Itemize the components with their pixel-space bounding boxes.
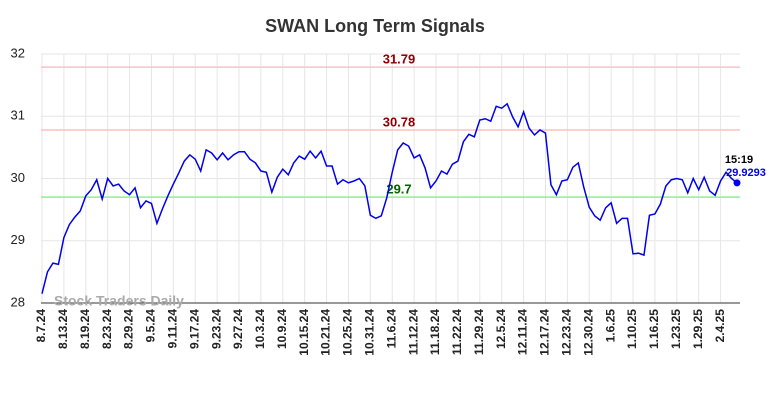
- x-tick-label: 1.16.25: [647, 309, 661, 349]
- y-tick-label: 31: [11, 108, 25, 123]
- x-tick-label: 8.13.24: [56, 309, 70, 349]
- x-tick-label: 11.22.24: [450, 309, 464, 355]
- x-tick-label: 10.31.24: [363, 309, 377, 356]
- price-line: [41, 102, 738, 294]
- signal-label: 31.79: [383, 52, 416, 67]
- x-tick-label: 12.11.24: [516, 309, 530, 355]
- x-tick-label: 9.11.24: [166, 309, 180, 349]
- signal-label: 29.7: [386, 182, 411, 197]
- x-tick-label: 11.6.24: [384, 309, 398, 349]
- x-tick-label: 9.23.24: [209, 309, 223, 349]
- x-tick-label: 8.23.24: [100, 309, 114, 349]
- x-tick-label: 10.3.24: [253, 309, 267, 349]
- last-value: 29.9293: [726, 167, 766, 179]
- x-tick-label: 12.17.24: [538, 309, 552, 356]
- x-tick-label: 1.23.25: [669, 309, 683, 349]
- x-tick-label: 9.17.24: [187, 309, 201, 349]
- x-tick-label: 8.7.24: [34, 309, 48, 343]
- x-tick-label: 12.23.24: [560, 309, 574, 356]
- x-tick-label: 1.29.25: [691, 309, 705, 349]
- chart-title: SWAN Long Term Signals: [265, 16, 485, 36]
- last-point: [733, 179, 741, 187]
- x-tick-label: 9.27.24: [231, 309, 245, 349]
- x-tick-label: 11.29.24: [472, 309, 486, 355]
- x-tick-label: 11.12.24: [406, 309, 420, 355]
- signal-label: 30.78: [383, 114, 416, 129]
- y-tick-label: 28: [11, 294, 25, 309]
- x-tick-label: 11.18.24: [428, 309, 442, 355]
- x-tick-label: 1.10.25: [625, 309, 639, 349]
- x-tick-label: 10.9.24: [275, 309, 289, 349]
- x-tick-label: 9.5.24: [144, 309, 158, 343]
- y-tick-label: 32: [11, 45, 25, 60]
- y-tick-label: 30: [11, 170, 25, 185]
- y-tick-label: 29: [11, 232, 25, 247]
- x-tick-label: 1.6.25: [603, 309, 617, 343]
- x-tick-label: 10.15.24: [297, 309, 311, 356]
- x-tick-label: 12.5.24: [494, 309, 508, 349]
- x-tick-label: 2.4.25: [713, 309, 727, 343]
- x-tick-label: 10.21.24: [319, 309, 333, 356]
- x-tick-label: 10.25.24: [341, 309, 355, 356]
- x-tick-label: 12.30.24: [581, 309, 595, 356]
- last-time: 15:19: [725, 154, 753, 166]
- x-tick-label: 8.19.24: [78, 309, 92, 349]
- x-tick-label: 8.29.24: [122, 309, 136, 349]
- watermark: Stock Traders Daily: [54, 293, 184, 309]
